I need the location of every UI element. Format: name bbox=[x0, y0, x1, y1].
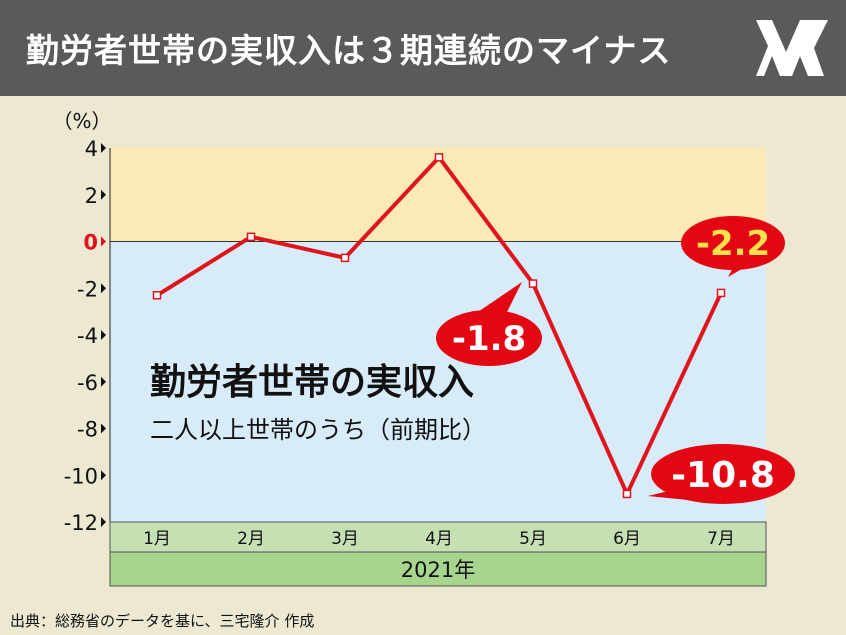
source-note: 出典：総務省のデータを基に、三宅隆介 作成 bbox=[10, 612, 315, 630]
y-tick-marker bbox=[101, 283, 106, 294]
month-band bbox=[109, 521, 767, 553]
callout-pointer bbox=[648, 490, 688, 500]
chart-subtitle: 二人以上世帯のうち（前期比） bbox=[150, 416, 486, 444]
line-chart: （%） 4 2 0 -2 -4 -6 -8 -10 -12 1月 2月 3月 4月 5月 6月 7月 2021年 勤… bbox=[52, 109, 795, 587]
chart-title: 勤労者世帯の実収入 bbox=[150, 362, 474, 403]
y-tick-marker bbox=[101, 517, 106, 527]
y-tick-label: -12 bbox=[64, 511, 98, 535]
y-tick-marker bbox=[101, 423, 106, 434]
data-point bbox=[340, 253, 350, 263]
callout-bubble bbox=[436, 310, 542, 366]
callout-bubble bbox=[651, 444, 795, 504]
data-point bbox=[152, 291, 162, 300]
y-tick-marker bbox=[101, 330, 106, 340]
y-tick-marker bbox=[101, 236, 106, 247]
year-label: 2021年 bbox=[401, 558, 475, 582]
y-tick-label: -4 bbox=[77, 324, 98, 348]
callout-label: -10.8 bbox=[671, 455, 775, 496]
x-tick-label: 1月 bbox=[143, 529, 171, 549]
callout-label: -2.2 bbox=[696, 224, 770, 264]
data-point bbox=[246, 232, 256, 242]
y-tick-label: 0 bbox=[83, 231, 98, 255]
y-tick-label: -10 bbox=[64, 464, 98, 488]
callout-label: -1.8 bbox=[452, 319, 526, 359]
x-tick-label: 7月 bbox=[707, 529, 735, 549]
y-tick-label: -2 bbox=[77, 277, 98, 301]
positive-band bbox=[110, 148, 766, 242]
page-title: 勤労者世帯の実収入は３期連続のマイナス bbox=[26, 31, 672, 70]
y-tick-label: 2 bbox=[85, 184, 98, 208]
y-tick-label: 4 bbox=[85, 137, 98, 161]
y-tick-marker bbox=[101, 376, 106, 387]
x-tick-label: 5月 bbox=[519, 529, 547, 549]
y-tick-marker bbox=[101, 143, 106, 153]
y-tick-marker bbox=[101, 189, 106, 200]
data-point bbox=[622, 489, 632, 499]
x-tick-label: 3月 bbox=[331, 529, 359, 549]
data-point bbox=[434, 153, 444, 162]
y-unit-label: （%） bbox=[52, 109, 111, 133]
title-bar: 勤労者世帯の実収入は３期連続のマイナス bbox=[0, 0, 846, 96]
callout-bubble bbox=[681, 216, 785, 270]
x-tick-label: 4月 bbox=[425, 529, 453, 549]
y-tick-label: -6 bbox=[77, 371, 98, 395]
y-tick-marker bbox=[101, 470, 106, 481]
x-tick-label: 2月 bbox=[237, 529, 265, 549]
data-point bbox=[528, 279, 538, 288]
y-tick-label: -8 bbox=[77, 418, 98, 442]
publisher-logo-icon bbox=[756, 20, 828, 76]
x-tick-label: 6月 bbox=[613, 529, 641, 549]
data-point bbox=[716, 288, 726, 298]
year-band bbox=[109, 551, 767, 587]
